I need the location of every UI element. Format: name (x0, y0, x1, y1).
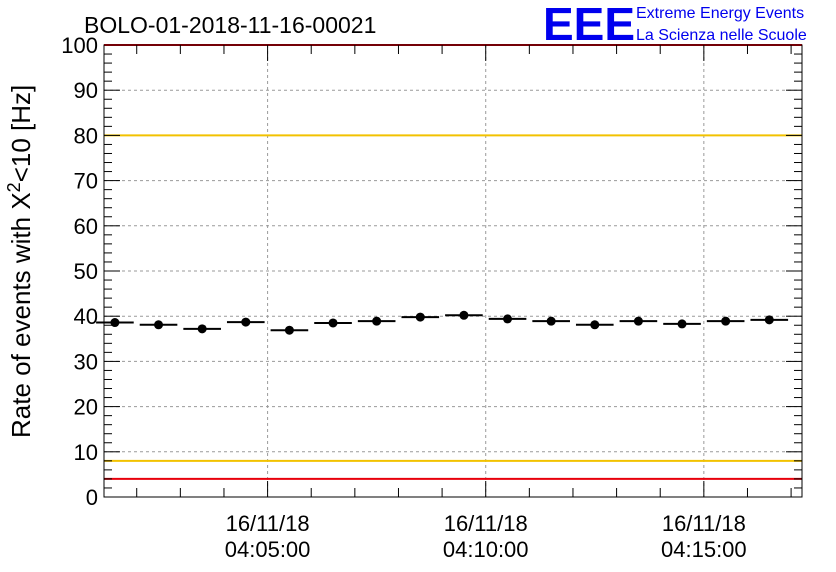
y-axis-label: Rate of events with X2<10 [Hz] (4, 85, 36, 438)
data-point (154, 320, 164, 330)
logo-line2: La Scienza nelle Scuole (636, 27, 807, 44)
y-tick-label: 10 (74, 440, 98, 465)
y-tick-label: 80 (74, 123, 98, 148)
data-point (546, 316, 556, 326)
data-point (633, 316, 643, 326)
y-tick-label: 60 (74, 214, 98, 239)
y-tick-label: 30 (74, 349, 98, 374)
logo: EEE Extreme Energy Events La Scienza nel… (543, 0, 807, 50)
y-tick-label: 100 (61, 33, 98, 58)
data-point (415, 312, 425, 322)
data-point (590, 320, 600, 330)
logo-line1: Extreme Energy Events (636, 5, 804, 22)
data-point (459, 310, 469, 320)
x-tick-label-time: 04:05:00 (225, 537, 311, 562)
y-tick-label: 50 (74, 259, 98, 284)
data-point (197, 324, 207, 334)
y-tick-label: 20 (74, 395, 98, 420)
y-tick-label: 40 (74, 304, 98, 329)
y-axis-label-sup: 2 (4, 182, 24, 192)
plot-area: 010203040506070809010016/11/1804:05:0016… (61, 33, 803, 562)
x-tick-label-date: 16/11/18 (662, 511, 746, 536)
x-tick-label-time: 04:15:00 (661, 537, 747, 562)
data-point (503, 314, 513, 324)
data-point (721, 316, 731, 326)
x-tick-label-date: 16/11/18 (226, 511, 310, 536)
data-point (764, 315, 774, 325)
y-axis-label-main: Rate of events with X (6, 192, 36, 438)
chart-title: BOLO-01-2018-11-16-00021 (84, 12, 376, 38)
y-tick-label: 90 (74, 78, 98, 103)
y-tick-label: 70 (74, 169, 98, 194)
logo-mark: EEE (543, 0, 635, 50)
data-point (677, 319, 687, 329)
data-point (241, 317, 251, 327)
data-point (328, 318, 338, 328)
y-axis-label-tail: <10 [Hz] (6, 85, 36, 183)
data-point (110, 318, 120, 328)
x-tick-label-time: 04:10:00 (443, 537, 529, 562)
x-tick-label-date: 16/11/18 (444, 511, 528, 536)
data-point (284, 325, 294, 335)
data-point (372, 316, 382, 326)
y-tick-label: 0 (86, 485, 98, 510)
